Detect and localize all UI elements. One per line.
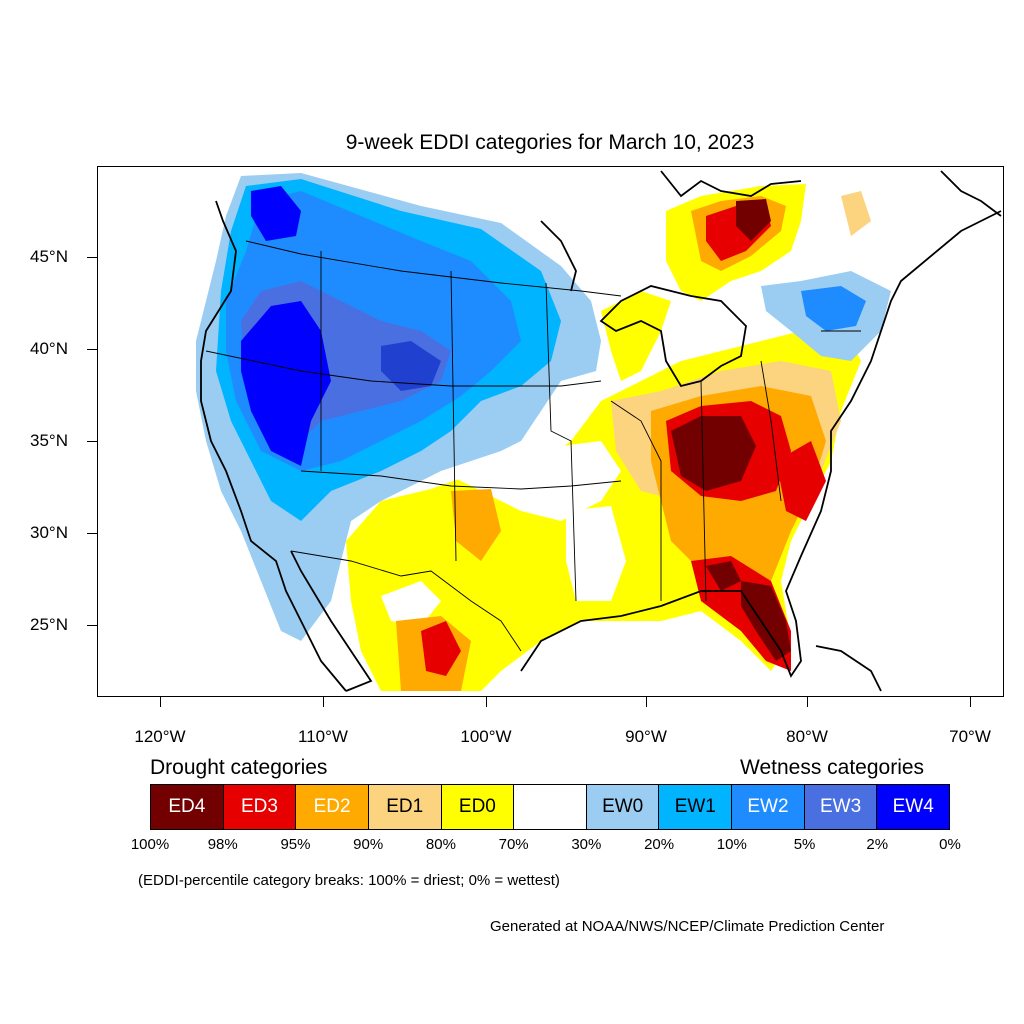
legend-box-ew4: EW4 <box>877 785 950 829</box>
lat-tick-35 <box>87 441 97 442</box>
category-legend: ED4 ED3 ED2 ED1 ED0 EW0 EW1 EW2 EW3 EW4 <box>150 784 950 830</box>
legend-box-ed3: ED3 <box>223 785 297 829</box>
legend-box-ew2: EW2 <box>732 785 805 829</box>
eddi-map <box>97 166 1004 697</box>
lon-tick-90 <box>646 697 647 707</box>
lon-label-80: 80°W <box>786 727 828 746</box>
legend-box-ed1: ED1 <box>368 785 442 829</box>
south-texas-ed3 <box>421 621 461 676</box>
legend-box-ed0: ED0 <box>441 785 515 829</box>
lat-label-30: 30°N <box>30 523 68 542</box>
ontario-ed4 <box>736 199 771 241</box>
northwest-ew4-core <box>251 186 301 241</box>
percentile-label: 30% <box>571 836 602 853</box>
percentile-label: 10% <box>716 836 747 853</box>
georgia-ed4 <box>706 561 741 591</box>
lat-label-25: 25°N <box>30 615 68 634</box>
percentile-label: 95% <box>280 836 311 853</box>
florida-ed4 <box>741 581 791 661</box>
lon-tick-120 <box>160 697 161 707</box>
texas-normal-region <box>381 581 441 626</box>
lon-label-90: 90°W <box>625 727 667 746</box>
michigan-ed0 <box>601 291 671 381</box>
wyoming-ew4-core <box>381 341 441 391</box>
central-normal-region <box>441 441 621 521</box>
lon-label-70: 70°W <box>949 727 991 746</box>
lat-label-35: 35°N <box>30 431 68 450</box>
lat-label-40: 40°N <box>30 339 68 358</box>
percentile-label: 0% <box>939 836 961 853</box>
northeast-ew2 <box>801 286 866 331</box>
coastlines <box>200 170 1002 692</box>
wetness-categories-title: Wetness categories <box>740 756 925 779</box>
legend-box-ew0: EW0 <box>586 785 660 829</box>
legend-box-normal <box>514 785 587 829</box>
carolinas-ed3 <box>776 441 826 521</box>
lat-tick-45 <box>87 257 97 258</box>
lat-tick-40 <box>87 349 97 350</box>
kentucky-ed4 <box>671 416 756 491</box>
percentile-note: (EDDI-percentile category breaks: 100% =… <box>138 872 560 889</box>
percentile-label: 5% <box>793 836 816 853</box>
lon-tick-110 <box>323 697 324 707</box>
lat-tick-30 <box>87 533 97 534</box>
quebec-ed1 <box>841 191 871 236</box>
lat-label-45: 45°N <box>30 247 68 266</box>
legend-box-ew3: EW3 <box>804 785 878 829</box>
percentile-label: 90% <box>353 836 384 853</box>
percentile-label: 20% <box>644 836 675 853</box>
lon-tick-100 <box>486 697 487 707</box>
texas-ed2 <box>451 489 501 561</box>
lon-label-120: 120°W <box>134 727 186 746</box>
legend-box-ed2: ED2 <box>296 785 369 829</box>
percentile-label: 98% <box>207 836 238 853</box>
percentile-label: 100% <box>130 836 170 853</box>
ozark-normal-region <box>566 506 626 601</box>
legend-box-ed4: ED4 <box>151 785 224 829</box>
lon-label-110: 110°W <box>298 727 348 746</box>
lat-tick-25 <box>87 625 97 626</box>
legend-box-ew1: EW1 <box>659 785 733 829</box>
state-borders <box>205 240 861 652</box>
lon-label-100: 100°W <box>460 727 512 746</box>
percentile-label: 70% <box>498 836 529 853</box>
west-ew4-core <box>241 301 331 466</box>
percentile-label: 2% <box>866 836 889 853</box>
lon-tick-70 <box>970 697 971 707</box>
percentile-label: 80% <box>425 836 456 853</box>
lon-tick-80 <box>807 697 808 707</box>
drought-categories-title: Drought categories <box>150 756 328 779</box>
credit-line: Generated at NOAA/NWS/NCEP/Climate Predi… <box>490 918 885 935</box>
map-title: 9-week EDDI categories for March 10, 202… <box>345 131 755 154</box>
